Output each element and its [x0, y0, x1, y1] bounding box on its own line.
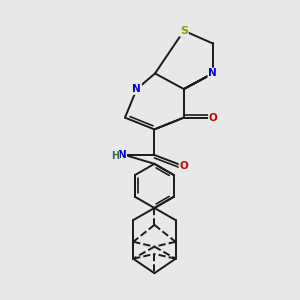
Text: N: N	[118, 150, 126, 160]
Text: O: O	[179, 161, 188, 171]
Text: O: O	[209, 112, 218, 123]
Text: H: H	[112, 152, 120, 161]
Text: N: N	[208, 68, 217, 78]
Text: N: N	[132, 84, 141, 94]
Text: S: S	[180, 26, 188, 36]
